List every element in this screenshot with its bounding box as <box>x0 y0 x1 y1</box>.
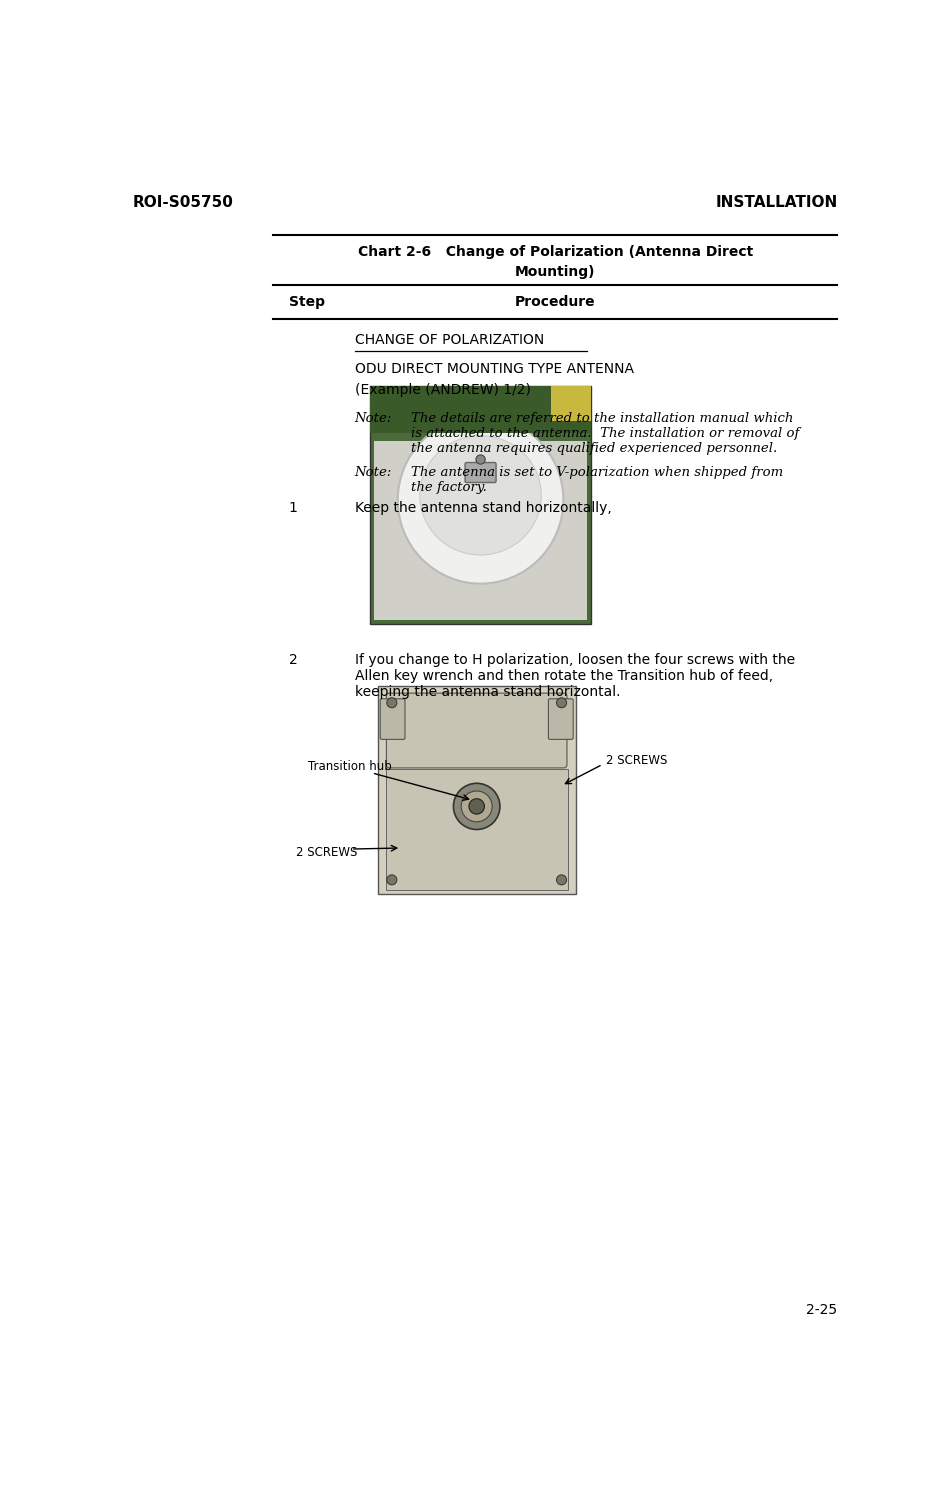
Text: Mounting): Mounting) <box>516 264 596 279</box>
Text: INSTALLATION: INSTALLATION <box>715 196 837 211</box>
Text: Transition hub: Transition hub <box>308 760 392 773</box>
Bar <box>386 769 568 890</box>
Text: 2 SCREWS: 2 SCREWS <box>606 754 668 767</box>
Ellipse shape <box>397 417 564 584</box>
Text: Note:: Note: <box>355 466 392 479</box>
Text: Chart 2-6   Change of Polarization (Antenna Direct: Chart 2-6 Change of Polarization (Antenn… <box>358 245 753 258</box>
Text: The details are referred to the installation manual which
is attached to the ant: The details are referred to the installa… <box>412 412 799 455</box>
Circle shape <box>476 455 485 464</box>
Text: ODU DIRECT MOUNTING TYPE ANTENNA: ODU DIRECT MOUNTING TYPE ANTENNA <box>355 363 634 376</box>
Text: 2: 2 <box>289 652 297 667</box>
Text: Procedure: Procedure <box>515 294 596 309</box>
Circle shape <box>453 784 499 830</box>
Circle shape <box>556 697 567 708</box>
Bar <box>377 685 575 894</box>
FancyBboxPatch shape <box>465 463 496 482</box>
Text: Step: Step <box>289 294 324 309</box>
Bar <box>370 385 591 433</box>
Text: 2-25: 2-25 <box>806 1303 837 1317</box>
FancyBboxPatch shape <box>380 699 405 739</box>
Circle shape <box>556 875 567 885</box>
Text: CHANGE OF POLARIZATION: CHANGE OF POLARIZATION <box>355 333 544 348</box>
Circle shape <box>387 875 397 885</box>
Text: (Example (ANDREW) 1/2): (Example (ANDREW) 1/2) <box>355 384 531 397</box>
Text: Note:: Note: <box>355 412 392 426</box>
Text: The antenna is set to V-polarization when shipped from
the factory.: The antenna is set to V-polarization whe… <box>412 466 783 494</box>
Text: 2 SCREWS: 2 SCREWS <box>296 847 358 860</box>
Bar <box>370 385 591 624</box>
Text: 1: 1 <box>289 502 298 515</box>
Text: If you change to H polarization, loosen the four screws with the
Allen key wrenc: If you change to H polarization, loosen … <box>355 652 795 699</box>
Bar <box>374 442 587 621</box>
Ellipse shape <box>420 436 541 555</box>
Circle shape <box>387 697 397 708</box>
Circle shape <box>462 791 492 821</box>
Bar <box>552 385 591 421</box>
Text: Keep the antenna stand horizontally,: Keep the antenna stand horizontally, <box>355 502 611 515</box>
FancyBboxPatch shape <box>549 699 573 739</box>
Circle shape <box>469 799 484 814</box>
Text: ROI-S05750: ROI-S05750 <box>132 196 233 211</box>
FancyBboxPatch shape <box>386 693 567 767</box>
